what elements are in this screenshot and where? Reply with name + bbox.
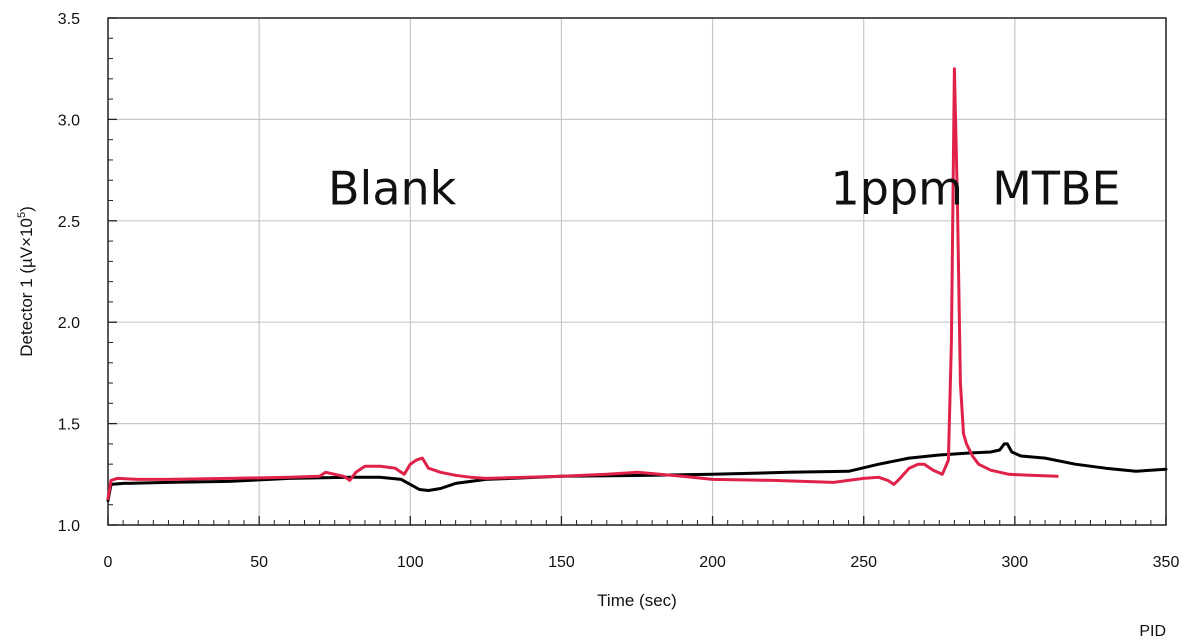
x-tick-label: 100 [397, 554, 424, 571]
x-tick-label: 200 [699, 554, 726, 571]
y-axis-label-exponent: 5 [16, 212, 28, 218]
annotation-blank: Blank [328, 162, 457, 216]
axis-ticks [107, 17, 1167, 526]
grid [107, 17, 1167, 526]
series-line-0 [106, 442, 1168, 503]
annotation-mtbe: 1ppm MTBE [830, 162, 1120, 216]
y-tick-label: 2.5 [58, 214, 80, 231]
x-tick-label: 150 [548, 554, 575, 571]
x-tick-label: 0 [104, 554, 113, 571]
plot-frame [107, 17, 1167, 526]
x-tick-label: 300 [1002, 554, 1029, 571]
detector-footer-label: PID [1139, 623, 1166, 640]
y-tick-label: 2.0 [58, 315, 80, 332]
x-axis-label: Time (sec) [597, 591, 677, 610]
y-tick-labels: 1.0 1.5 2.0 2.5 3.0 3.5 [58, 11, 80, 535]
y-axis-label-main: Detector 1 (µV×10 [17, 218, 36, 357]
y-tick-label: 3.0 [58, 112, 80, 129]
series-line-1 [106, 67, 1059, 501]
x-tick-label: 250 [850, 554, 877, 571]
x-tick-labels: 0 50 100 150 200 250 300 350 [104, 554, 1180, 571]
series-group [106, 67, 1168, 503]
x-tick-label: 50 [250, 554, 268, 571]
y-tick-label: 1.0 [58, 518, 80, 535]
y-axis-label: Detector 1 (µV×105) [16, 206, 36, 357]
y-tick-label: 1.5 [58, 417, 80, 434]
x-tick-label: 350 [1153, 554, 1180, 571]
y-tick-label: 3.5 [58, 11, 80, 28]
y-axis-label-close: ) [17, 206, 36, 212]
